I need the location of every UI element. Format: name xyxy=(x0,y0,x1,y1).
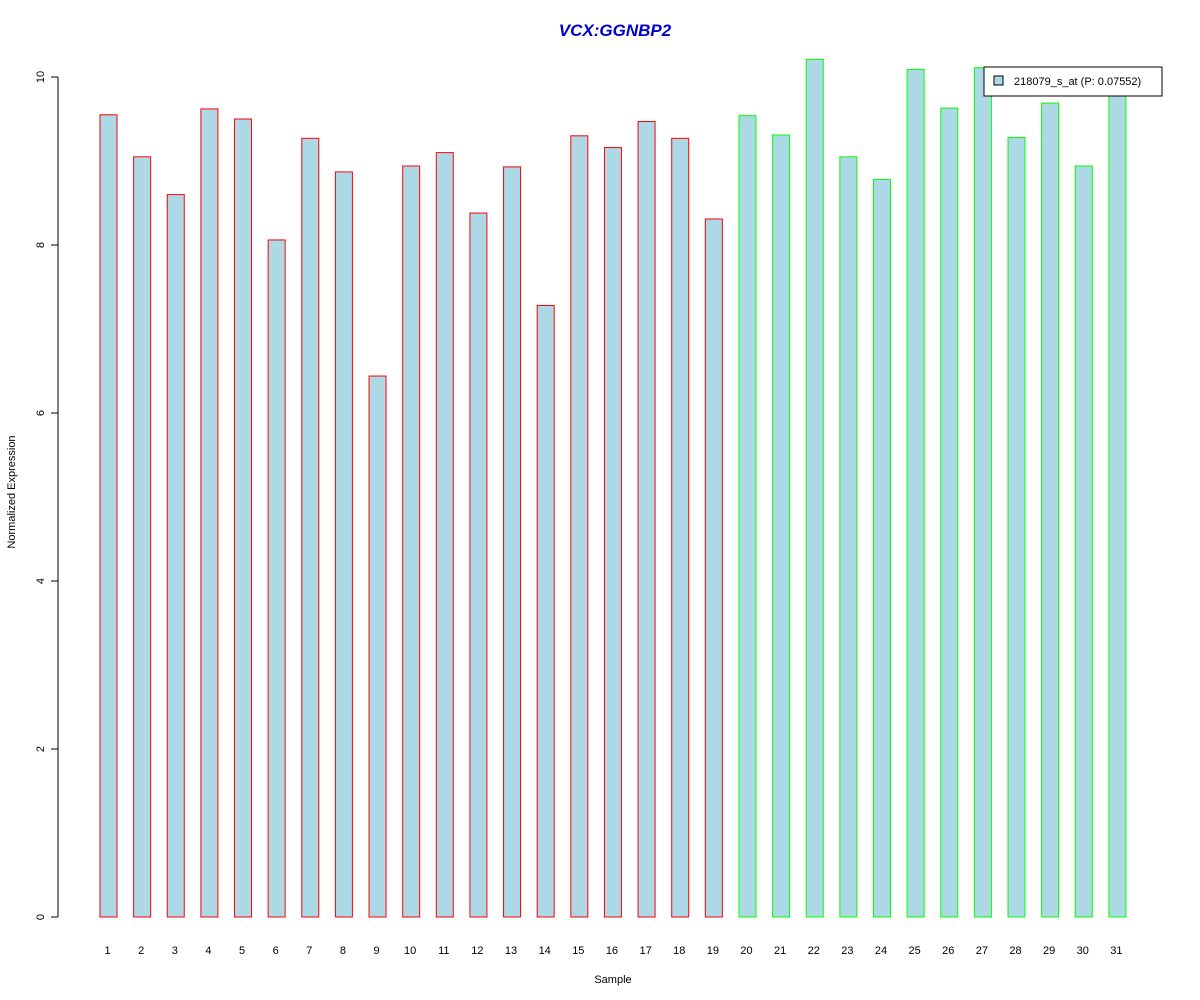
y-tick-label: 2 xyxy=(35,746,47,752)
chart-title: VCX:GGNBP2 xyxy=(559,21,672,40)
bar xyxy=(772,134,791,918)
bar xyxy=(973,67,992,918)
bar xyxy=(839,156,858,918)
legend-swatch xyxy=(993,75,1004,86)
x-tick-label: 21 xyxy=(774,945,786,957)
y-tick-label: 4 xyxy=(35,578,47,584)
bar xyxy=(704,218,723,918)
x-tick-label: 5 xyxy=(239,945,245,957)
bar xyxy=(805,58,824,918)
x-tick-label: 30 xyxy=(1077,945,1089,957)
bar xyxy=(301,137,320,918)
x-tick-label: 10 xyxy=(404,945,416,957)
bar xyxy=(940,107,959,918)
legend-box xyxy=(983,66,1163,97)
bar xyxy=(200,108,219,918)
x-tick-label: 22 xyxy=(808,945,820,957)
x-tick-label: 3 xyxy=(172,945,178,957)
bar xyxy=(435,152,454,918)
x-tick-label: 26 xyxy=(942,945,954,957)
bar xyxy=(637,121,656,918)
bar xyxy=(1007,136,1026,918)
bar xyxy=(402,165,421,918)
x-tick-label: 25 xyxy=(908,945,920,957)
x-tick-label: 28 xyxy=(1009,945,1021,957)
bar xyxy=(1074,165,1093,918)
bar xyxy=(267,239,286,918)
x-tick-label: 9 xyxy=(373,945,379,957)
x-tick-label: 12 xyxy=(471,945,483,957)
x-tick-label: 18 xyxy=(673,945,685,957)
bar xyxy=(234,118,253,918)
x-tick-label: 16 xyxy=(606,945,618,957)
bar xyxy=(603,147,622,918)
bar xyxy=(99,114,118,918)
x-tick-label: 7 xyxy=(306,945,312,957)
x-axis-label: Sample xyxy=(594,974,631,986)
bar xyxy=(166,194,185,918)
y-axis: 0 2 4 6 8 10 xyxy=(35,71,59,920)
x-tick-label: 17 xyxy=(639,945,651,957)
x-axis-tick-labels: 1 2 3 4 5 6 7 8 9 10 11 12 13 14 15 16 17 18 19 20 21 22 23 24 2… xyxy=(104,945,1122,957)
bar xyxy=(570,135,589,918)
y-tick-label: 6 xyxy=(35,410,47,416)
bar xyxy=(503,166,522,918)
x-tick-label: 14 xyxy=(539,945,551,957)
bar xyxy=(1041,102,1060,918)
x-tick-label: 2 xyxy=(138,945,144,957)
x-tick-label: 4 xyxy=(205,945,211,957)
bar xyxy=(1108,91,1127,918)
y-tick-label: 8 xyxy=(35,242,47,248)
y-tick-label: 0 xyxy=(35,914,47,920)
x-tick-label: 8 xyxy=(340,945,346,957)
x-tick-label: 13 xyxy=(505,945,517,957)
x-tick-label: 31 xyxy=(1110,945,1122,957)
x-tick-label: 6 xyxy=(273,945,279,957)
x-tick-label: 11 xyxy=(438,945,449,957)
bar xyxy=(334,171,353,918)
bar xyxy=(671,137,690,918)
x-tick-label: 23 xyxy=(841,945,853,957)
x-tick-label: 20 xyxy=(740,945,752,957)
x-tick-label: 24 xyxy=(875,945,887,957)
bar xyxy=(536,304,555,918)
x-tick-label: 1 xyxy=(104,945,110,957)
x-tick-label: 15 xyxy=(572,945,584,957)
bar xyxy=(469,212,488,918)
legend: 218079_s_at (P: 0.07552) xyxy=(983,66,1163,97)
x-tick-label: 19 xyxy=(707,945,719,957)
x-tick-label: 27 xyxy=(976,945,988,957)
x-tick-label: 29 xyxy=(1043,945,1055,957)
bars xyxy=(99,58,1127,918)
legend-entry: 218079_s_at (P: 0.07552) xyxy=(1014,76,1141,88)
y-tick-label: 10 xyxy=(35,71,47,83)
bar xyxy=(906,68,925,918)
bar xyxy=(368,375,387,918)
bar xyxy=(872,178,891,918)
bar xyxy=(738,115,757,918)
y-axis-label: Normalized Expression xyxy=(6,435,18,548)
bar xyxy=(133,156,152,918)
